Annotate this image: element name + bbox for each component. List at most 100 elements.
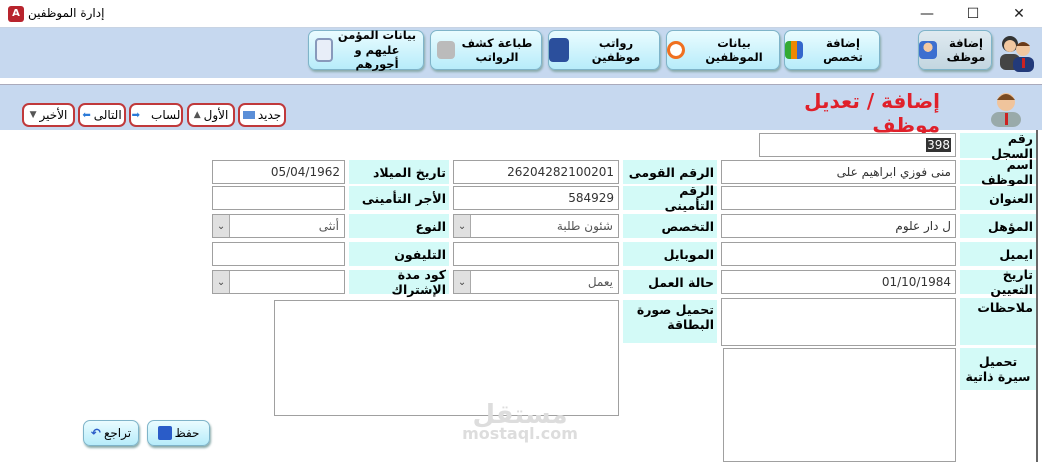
cv-label: تحميل سيرة ذاتية [960, 348, 1036, 390]
cv-upload-box[interactable] [723, 348, 956, 462]
first-record-button[interactable]: الأول ▲ [187, 103, 235, 127]
insured-wage-field[interactable] [212, 186, 345, 210]
employee-avatar-icon [986, 89, 1026, 127]
last-label: الأخير [39, 108, 68, 122]
first-label: الأول [203, 108, 229, 122]
notes-label: ملاحظات [960, 298, 1036, 345]
record-no-field[interactable]: 398 [759, 133, 956, 157]
insured-wage-label: الأجر التأمينى [349, 186, 449, 210]
employees-group-icon [996, 32, 1036, 72]
form-header [0, 84, 1042, 130]
previous-record-button[interactable]: لساب ➡ [129, 103, 183, 127]
window-title: إدارة الموظفين [28, 6, 105, 20]
new-label: جديد [257, 108, 282, 122]
phone-field[interactable] [212, 242, 345, 266]
national-id-field[interactable]: 26204282100201 [453, 160, 619, 184]
email-field[interactable] [721, 242, 956, 266]
address-field[interactable] [721, 186, 956, 210]
name-label: اسم الموظف [960, 157, 1036, 187]
close-button[interactable]: ✕ [1013, 6, 1025, 22]
add-employee-button[interactable]: إضافة موظف [918, 30, 992, 70]
gender-dropdown[interactable]: أنثى ⌄ [212, 214, 345, 238]
checklist-icon [667, 41, 685, 59]
chevron-down-icon[interactable]: ⌄ [213, 215, 230, 237]
mobile-field[interactable] [453, 242, 619, 266]
qualification-label: المؤهل [960, 214, 1036, 238]
down-triangle-icon: ▼ [29, 110, 37, 120]
next-label: التالى [93, 108, 122, 122]
toolbar: إضافة موظف إضافة تخصص بيانات الموظفين رو… [0, 28, 1042, 78]
name-field[interactable]: منى فوزي ابراهيم على [721, 160, 956, 184]
add-specialty-label: إضافة تخصص [823, 35, 863, 64]
salaries-button[interactable]: رواتب موظفين [548, 30, 660, 70]
minimize-button[interactable]: — [920, 6, 934, 22]
work-status-value: يعمل [587, 275, 613, 289]
insured-data-label: بيانات المؤمن عليهم و أجورهم [337, 28, 417, 72]
undo-label: تراجع [103, 426, 132, 440]
watermark-url: mostaql.com [462, 424, 578, 443]
employee-data-button[interactable]: بيانات الموظفين [666, 30, 780, 70]
new-record-button[interactable]: جديد [238, 103, 286, 127]
notes-field[interactable] [721, 298, 956, 346]
add-specialty-button[interactable]: إضافة تخصص [784, 30, 880, 70]
id-card-label: تحميل صورة البطاقة [623, 300, 717, 343]
watermark-logo: مستقل mostaql.com [455, 400, 585, 443]
user-icon [919, 41, 937, 59]
mobile-label: الموبايل [623, 242, 717, 266]
birth-date-field[interactable]: 05/04/1962 [212, 160, 345, 184]
maximize-button[interactable]: ☐ [966, 6, 980, 22]
record-no-value: 398 [926, 138, 951, 152]
last-record-button[interactable]: الأخير ▼ [22, 103, 75, 127]
print-payroll-button[interactable]: طباعة كشف الرواتب [430, 30, 542, 70]
calculator-icon [549, 38, 569, 62]
address-label: العنوان [960, 186, 1036, 210]
subscription-code-label: كود مدة الإشتراك [349, 267, 449, 297]
prev-label: لساب [151, 108, 181, 122]
chevron-down-icon[interactable]: ⌄ [213, 271, 230, 293]
record-no-label: رقم السجل [960, 131, 1036, 161]
floppy-disk-icon [157, 426, 172, 440]
title-bar: A إدارة الموظفين — ☐ ✕ [0, 0, 1042, 28]
save-button[interactable]: حفظ [147, 420, 210, 446]
chevron-down-icon[interactable]: ⌄ [454, 271, 471, 293]
specialty-value: شئون طلبة [556, 219, 613, 233]
form-border [1036, 130, 1038, 462]
new-record-icon [242, 111, 255, 119]
phone-label: التليفون [349, 242, 449, 266]
work-status-label: حالة العمل [623, 270, 717, 294]
clipboard-icon [315, 38, 333, 62]
arrow-right-icon: ➡ [131, 109, 141, 121]
birth-date-label: تاريخ الميلاد [349, 160, 449, 184]
up-triangle-icon: ▲ [193, 110, 201, 120]
email-label: ايميل [960, 242, 1036, 266]
work-status-dropdown[interactable]: يعمل ⌄ [453, 270, 619, 294]
id-card-upload-box[interactable] [274, 300, 619, 416]
insured-data-button[interactable]: بيانات المؤمن عليهم و أجورهم [308, 28, 424, 72]
subscription-code-dropdown[interactable]: ⌄ [212, 270, 345, 294]
chart-icon [785, 41, 803, 59]
hire-date-field[interactable]: 01/10/1984 [721, 270, 956, 294]
employee-data-label: بيانات الموظفين [705, 35, 763, 64]
undo-button[interactable]: تراجع ↶ [83, 420, 139, 446]
watermark-text: مستقل [472, 400, 568, 430]
chevron-down-icon[interactable]: ⌄ [454, 215, 471, 237]
qualification-field[interactable]: ل دار علوم [721, 214, 956, 238]
add-employee-label: إضافة موظف [946, 35, 986, 64]
print-payroll-label: طباعة كشف الرواتب [461, 35, 533, 64]
specialty-label: التخصص [623, 214, 717, 238]
form-title: إضافة / تعديل موظف [804, 89, 940, 137]
hire-date-label: تاريخ التعيين [960, 267, 1036, 297]
arrow-left-icon: ⬅ [82, 109, 91, 121]
printer-icon [437, 41, 455, 59]
salaries-label: رواتب موظفين [591, 35, 641, 64]
gender-value: أنثى [318, 219, 339, 233]
national-id-label: الرقم القومى [623, 160, 717, 184]
gender-label: النوع [349, 214, 449, 238]
next-record-button[interactable]: التالى ⬅ [78, 103, 126, 127]
insurance-no-field[interactable]: 584929 [453, 186, 619, 210]
specialty-dropdown[interactable]: شئون طلبة ⌄ [453, 214, 619, 238]
undo-icon: ↶ [90, 426, 101, 440]
access-app-icon: A [8, 6, 24, 22]
insurance-no-label: الرقم التأمينى [623, 183, 717, 213]
save-label: حفظ [174, 426, 200, 440]
